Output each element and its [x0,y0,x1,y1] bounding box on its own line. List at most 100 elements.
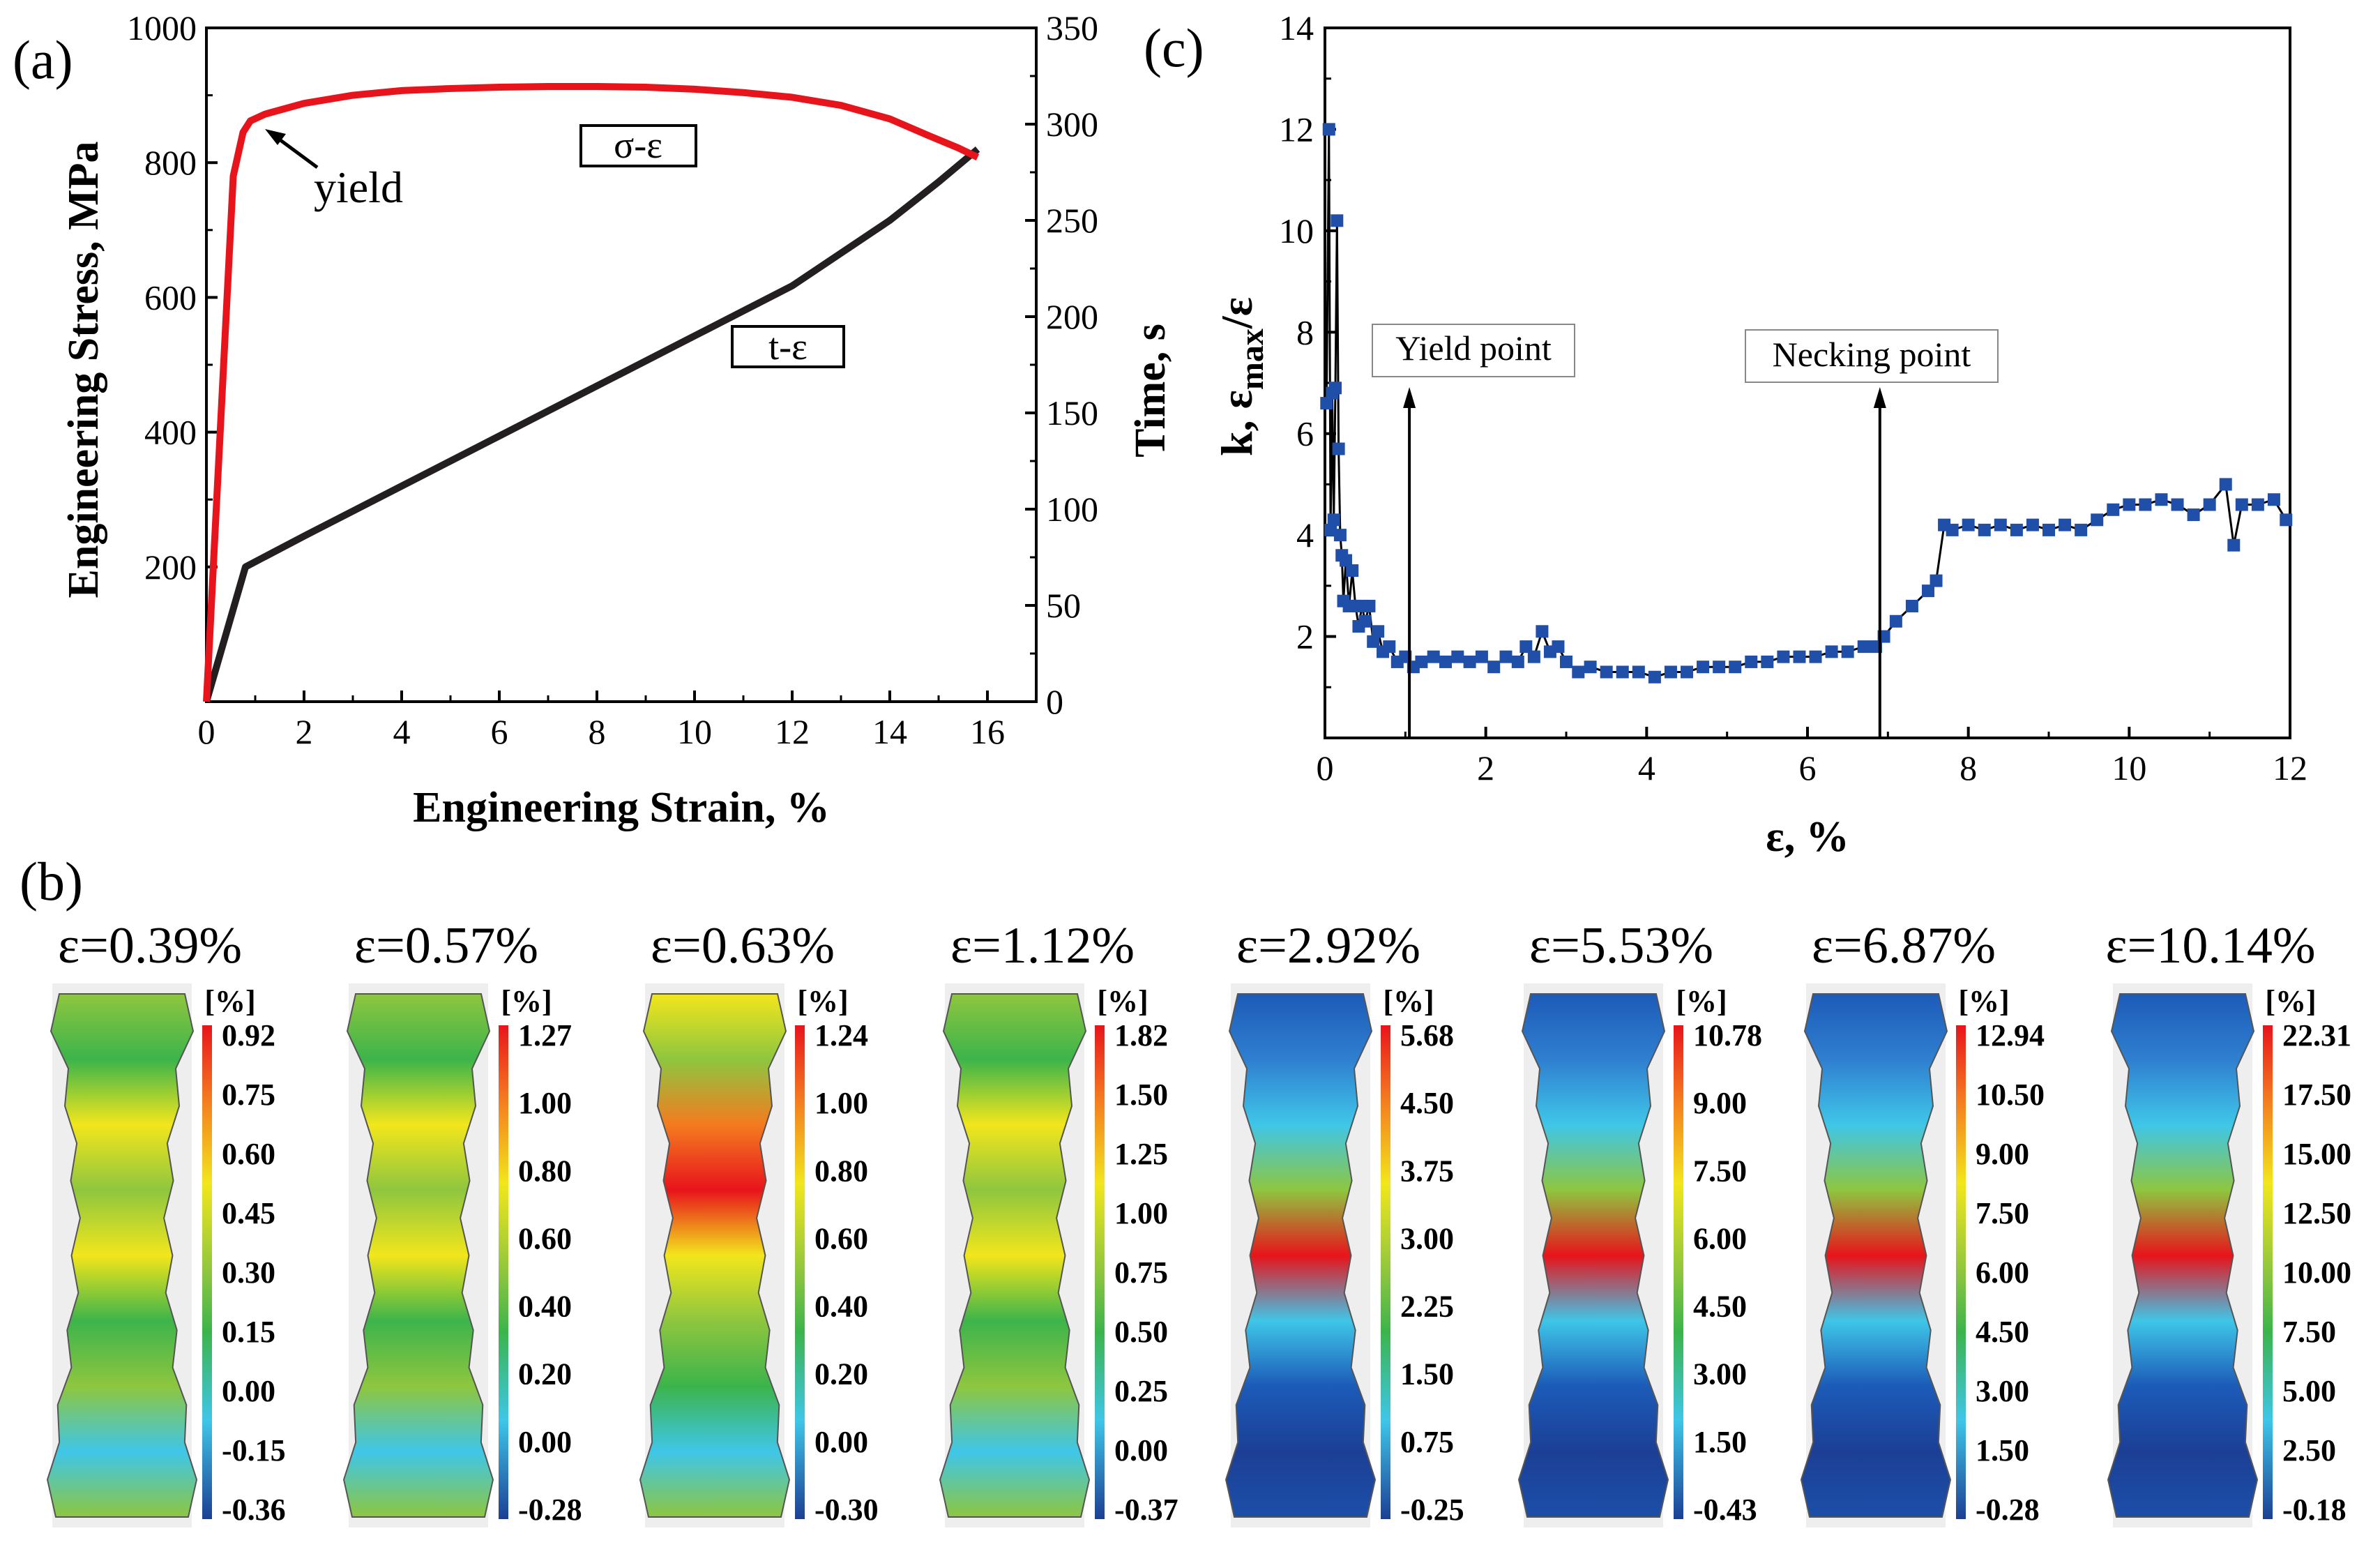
k-data-point [1451,650,1464,663]
k-data-point [1383,640,1396,654]
dic-colorbar-unit: [%] [501,984,552,1018]
dic-colorbar-tick: -0.28 [518,1493,582,1527]
dic-colorbar-tick: 2.50 [2282,1433,2336,1467]
k-data-point [1427,650,1440,663]
k-data-point [1978,523,1991,536]
dic-colorbar-tick: 0.75 [222,1078,275,1112]
x-tick-label: 8 [589,712,606,751]
y2-tick-label: 50 [1046,586,1081,625]
panel-a-y-label-left: Engineering Stress, MPa [60,142,107,598]
dic-colorbar-tick: 0.75 [1400,1425,1454,1459]
y-label-sub: max [1234,329,1271,390]
panel-c-x-label: ε, % [1766,813,1849,861]
dic-map: ε=10.14% [%]22.31 17.50 15.00 12.50 10.00 7.50… [2106,917,2351,1527]
x-tick-label: 0 [198,712,215,751]
k-data-point [2227,538,2241,552]
legend-t-text: t-ε [768,326,808,368]
dic-colorbar-unit: [%] [797,984,848,1018]
dic-colorbar-tick: 0.80 [518,1154,572,1188]
dic-colorbar-tick: 1.82 [1114,1018,1168,1052]
y-tick-label: 8 [1296,312,1314,352]
dic-colorbar [499,1025,508,1519]
k-data-point [1962,518,1975,531]
x-tick-label: 2 [296,712,313,751]
series-k-line [1325,129,2287,679]
dic-specimen [2107,993,2259,1518]
panel-a-y-label-right: Time, s [1127,324,1174,458]
y-tick-label: 4 [1296,515,1314,554]
k-data-point [2075,523,2088,536]
dic-specimen [46,993,198,1518]
dic-colorbar-tick: 0.00 [1114,1433,1168,1467]
dic-map-title: ε=0.57% [354,917,538,974]
dic-colorbar-tick: 7.50 [1976,1196,2029,1230]
panel-a-y-axis-right: 0 50 100 150 200 250 300 350 [1025,8,1098,721]
k-data-point [1475,650,1488,663]
dic-colorbar-tick: 0.30 [222,1255,275,1290]
k-data-point [2059,518,2072,531]
dic-colorbar-tick: 17.50 [2282,1078,2351,1112]
k-data-point [1358,614,1372,628]
dic-colorbar-tick: 1.50 [1400,1357,1454,1391]
k-data-point [1793,650,1806,663]
dic-colorbar-tick: 15.00 [2282,1137,2351,1171]
k-data-point [2171,498,2184,511]
panel-a: (a) 0 2 4 6 8 10 12 14 16 200 400 600 800 1000 0 50 10… [13,8,1174,831]
dic-colorbar-tick: 5.68 [1400,1018,1454,1052]
x-tick-label: 8 [1960,748,1977,787]
dic-colorbar-tick: 10.50 [1976,1078,2045,1112]
dic-colorbar-tick: 3.75 [1400,1154,1454,1188]
dic-colorbar-unit: [%] [1097,984,1148,1018]
k-data-point [2091,513,2104,527]
dic-colorbar-tick: 0.20 [518,1357,572,1391]
necking-point-text: Necking point [1773,335,1971,374]
series-time-strain-line [203,146,980,703]
dic-colorbar-tick: 0.60 [814,1221,868,1255]
k-data-point [1616,665,1629,679]
k-data-point [1664,665,1677,679]
dic-colorbar-tick: 0.60 [518,1221,572,1255]
dic-colorbar-tick: -0.28 [1976,1493,2040,1527]
necking-point-annotation: Necking point [1745,329,1999,738]
panel-a-label: (a) [13,29,73,90]
panel-c-y-label-text: k, εmax/ε [1212,297,1271,456]
k-data-point [2123,498,2136,511]
necking-point-box [1745,329,1999,383]
dic-colorbar-tick: 0.50 [1114,1315,1168,1349]
dic-colorbar-tick: 7.50 [2282,1315,2336,1349]
k-data-point [1922,584,1934,598]
dic-colorbar [795,1025,805,1519]
k-data-point [1697,661,1710,674]
k-data-point [1841,645,1854,658]
dic-colorbar-tick: 0.40 [814,1290,868,1324]
dic-colorbar-tick: -0.36 [222,1493,286,1527]
dic-colorbar-tick: 1.00 [518,1086,572,1120]
dic-colorbar-tick: 0.92 [222,1018,275,1052]
k-data-point [2107,503,2120,516]
series-stress-strain-line [203,83,980,702]
dic-colorbar [1381,1025,1390,1519]
k-data-point [1713,661,1726,674]
k-data-point [1946,523,1959,536]
dic-colorbar-tick: 0.00 [222,1374,275,1408]
k-data-point [1511,655,1524,668]
dic-map: ε=5.53% [%]10.78 9.00 7.50 6.00 4.50 3.00 1.50 -… [1517,917,1762,1527]
k-data-point [1372,625,1385,638]
dic-colorbar-tick: 1.27 [518,1018,572,1052]
y2-tick-label: 350 [1046,8,1098,47]
x-tick-label: 2 [1477,748,1494,787]
dic-specimen [639,993,791,1518]
dic-colorbar-tick: 0.20 [814,1357,868,1391]
dic-colorbar-tick: 3.00 [1400,1221,1454,1255]
dic-colorbar-unit: [%] [2265,984,2316,1018]
k-data-point [2187,508,2200,522]
panel-c-x-axis: 0 2 4 6 8 10 12 [1317,727,2307,787]
dic-strain-maps: ε=0.39%[%]0.920.750.600.450.300.150.00-0… [46,917,2351,1527]
dic-colorbar-tick: 1.50 [1114,1078,1168,1112]
k-data-point [1572,665,1585,679]
x-tick-label: 12 [775,712,810,751]
x-tick-label: 6 [1799,748,1817,787]
x-tick-label: 6 [491,712,508,751]
k-data-point [2267,493,2280,506]
